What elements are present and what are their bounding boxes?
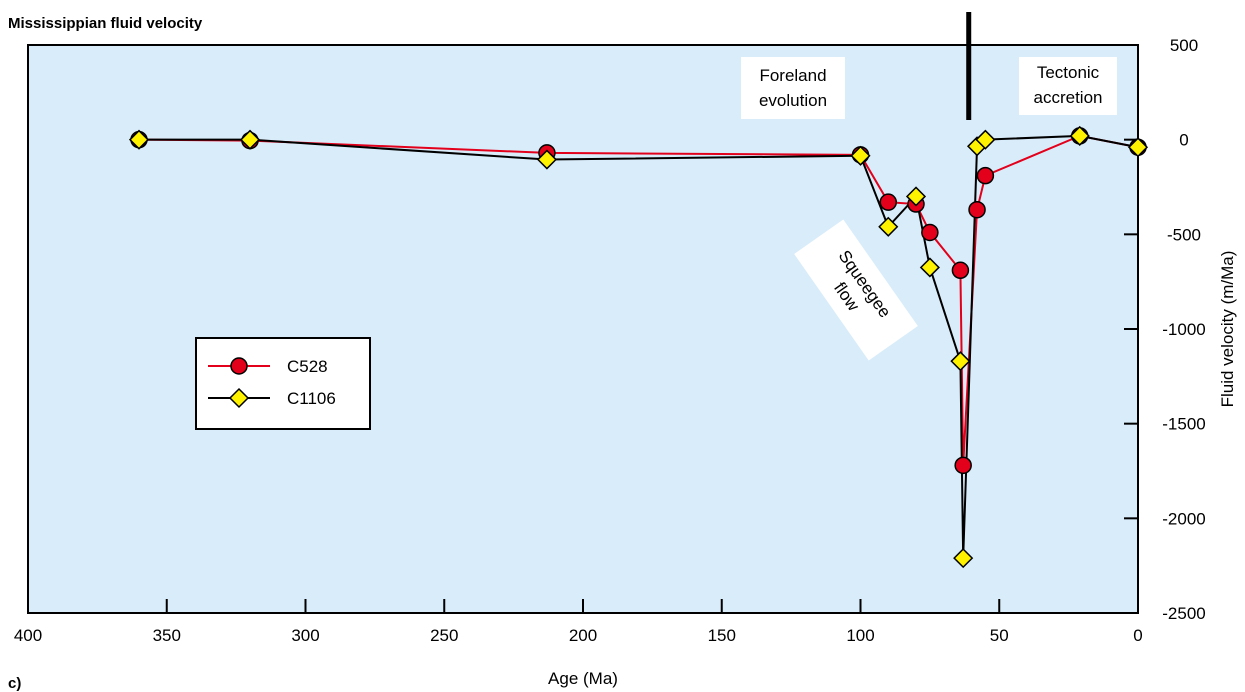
data-point-C1106 bbox=[953, 548, 974, 569]
foreland-label-box bbox=[741, 57, 845, 119]
chart-title: Mississippian fluid velocity bbox=[8, 15, 203, 32]
data-point-C528 bbox=[968, 200, 986, 219]
x-axis-label: Age (Ma) bbox=[548, 669, 618, 688]
legend-marker-C1106 bbox=[228, 387, 250, 409]
y-tick-label: -1000 bbox=[1162, 320, 1205, 339]
panel-label: c) bbox=[8, 675, 21, 692]
data-point-C528 bbox=[921, 223, 939, 242]
data-point-C1106 bbox=[1127, 137, 1149, 158]
y-tick-label: -2500 bbox=[1162, 604, 1205, 623]
x-tick-label: 100 bbox=[846, 626, 874, 645]
legend-label-C528: C528 bbox=[287, 357, 328, 376]
annotation-foreland-line1: Foreland bbox=[759, 66, 826, 85]
legend: C528 C1106 bbox=[195, 337, 371, 430]
data-point-C1106 bbox=[128, 129, 150, 150]
data-point-C1106 bbox=[905, 186, 927, 207]
legend-box bbox=[195, 337, 371, 430]
x-tick-label: 250 bbox=[430, 626, 458, 645]
annotation-tectonic-line2: accretion bbox=[1034, 88, 1103, 107]
legend-label-C1106: C1106 bbox=[287, 389, 336, 408]
y-tick-label: 500 bbox=[1170, 36, 1198, 55]
data-point-C528 bbox=[951, 261, 970, 280]
y-axis-label: Fluid velocity (m/Ma) bbox=[1218, 251, 1237, 408]
x-tick-label: 350 bbox=[153, 626, 181, 645]
x-tick-label: 300 bbox=[291, 626, 319, 645]
data-point-C1106 bbox=[950, 351, 971, 372]
x-tick-label: 200 bbox=[569, 626, 597, 645]
data-point-C1106 bbox=[1069, 125, 1090, 146]
series-layer bbox=[128, 125, 1149, 569]
axis-ticks: 400 350 300 250 200 150 100 50 05000-500-1000-15… bbox=[14, 36, 1206, 645]
annotation-foreland-line2: evolution bbox=[759, 91, 827, 110]
annotations: Foreland evolution Tectonic accretion Squeeg… bbox=[741, 12, 1117, 361]
data-point-C1106 bbox=[919, 257, 940, 278]
data-point-C1106 bbox=[850, 145, 871, 166]
data-point-C528 bbox=[976, 166, 995, 185]
legend-marker-C528 bbox=[230, 357, 248, 375]
x-tick-label: 400 bbox=[14, 626, 42, 645]
data-point-C1106 bbox=[975, 129, 996, 150]
y-tick-label: -1500 bbox=[1162, 415, 1205, 434]
x-tick-label: 150 bbox=[708, 626, 736, 645]
data-point-C528 bbox=[879, 193, 897, 211]
y-tick-label: -500 bbox=[1167, 225, 1201, 244]
data-point-C528 bbox=[954, 456, 972, 475]
x-tick-label: 50 bbox=[990, 626, 1009, 645]
y-tick-label: 0 bbox=[1179, 131, 1188, 150]
data-point-C1106 bbox=[239, 129, 261, 150]
y-tick-label: -2000 bbox=[1162, 509, 1205, 528]
data-point-C1106 bbox=[878, 216, 899, 237]
x-tick-label: 0 bbox=[1133, 626, 1142, 645]
data-point-C1106 bbox=[536, 149, 557, 170]
squeegee-label-box bbox=[794, 219, 918, 361]
tectonic-label-box bbox=[1019, 57, 1117, 115]
annotation-tectonic-line1: Tectonic bbox=[1037, 63, 1100, 82]
